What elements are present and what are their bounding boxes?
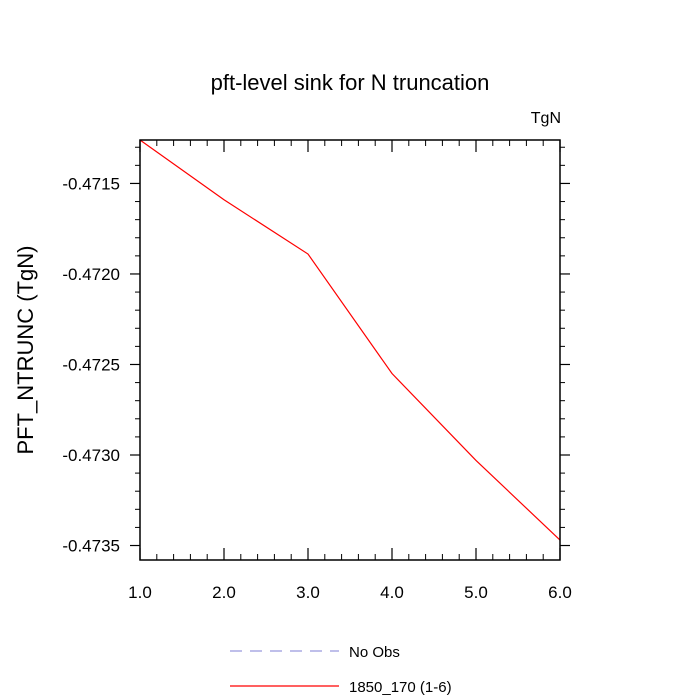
y-tick-label: -0.4720	[62, 265, 120, 284]
x-tick-label: 5.0	[464, 583, 488, 602]
legend-label-1: 1850_170 (1-6)	[349, 679, 452, 696]
series-layer	[139, 139, 561, 541]
plot-frame	[139, 139, 561, 561]
y-tick-label: -0.4715	[62, 174, 120, 193]
x-tick-label: 4.0	[380, 583, 404, 602]
minor-ticks	[135, 140, 565, 560]
x-tick-label: 1.0	[128, 583, 152, 602]
chart-title: pft-level sink for N truncation	[211, 70, 490, 95]
y-tick-label: -0.4725	[62, 355, 120, 374]
y-axis-label: PFT_NTRUNC (TgN)	[13, 246, 38, 455]
y-tick-label: -0.4730	[62, 446, 120, 465]
x-tick-label: 3.0	[296, 583, 320, 602]
tick-labels: 1.0 2.0 3.0 4.0 5.0 6.0 -0.4715 -0.4720 -0.4725 -…	[62, 174, 571, 602]
legend: No Obs 1850_170 (1-6)	[230, 644, 452, 696]
legend-label-0: No Obs	[349, 644, 400, 661]
y-tick-label: -0.4735	[62, 537, 120, 556]
series-line	[139, 139, 561, 541]
x-tick-label: 2.0	[212, 583, 236, 602]
x-tick-label: 6.0	[548, 583, 572, 602]
major-ticks	[130, 140, 570, 560]
units-label: TgN	[531, 110, 561, 127]
